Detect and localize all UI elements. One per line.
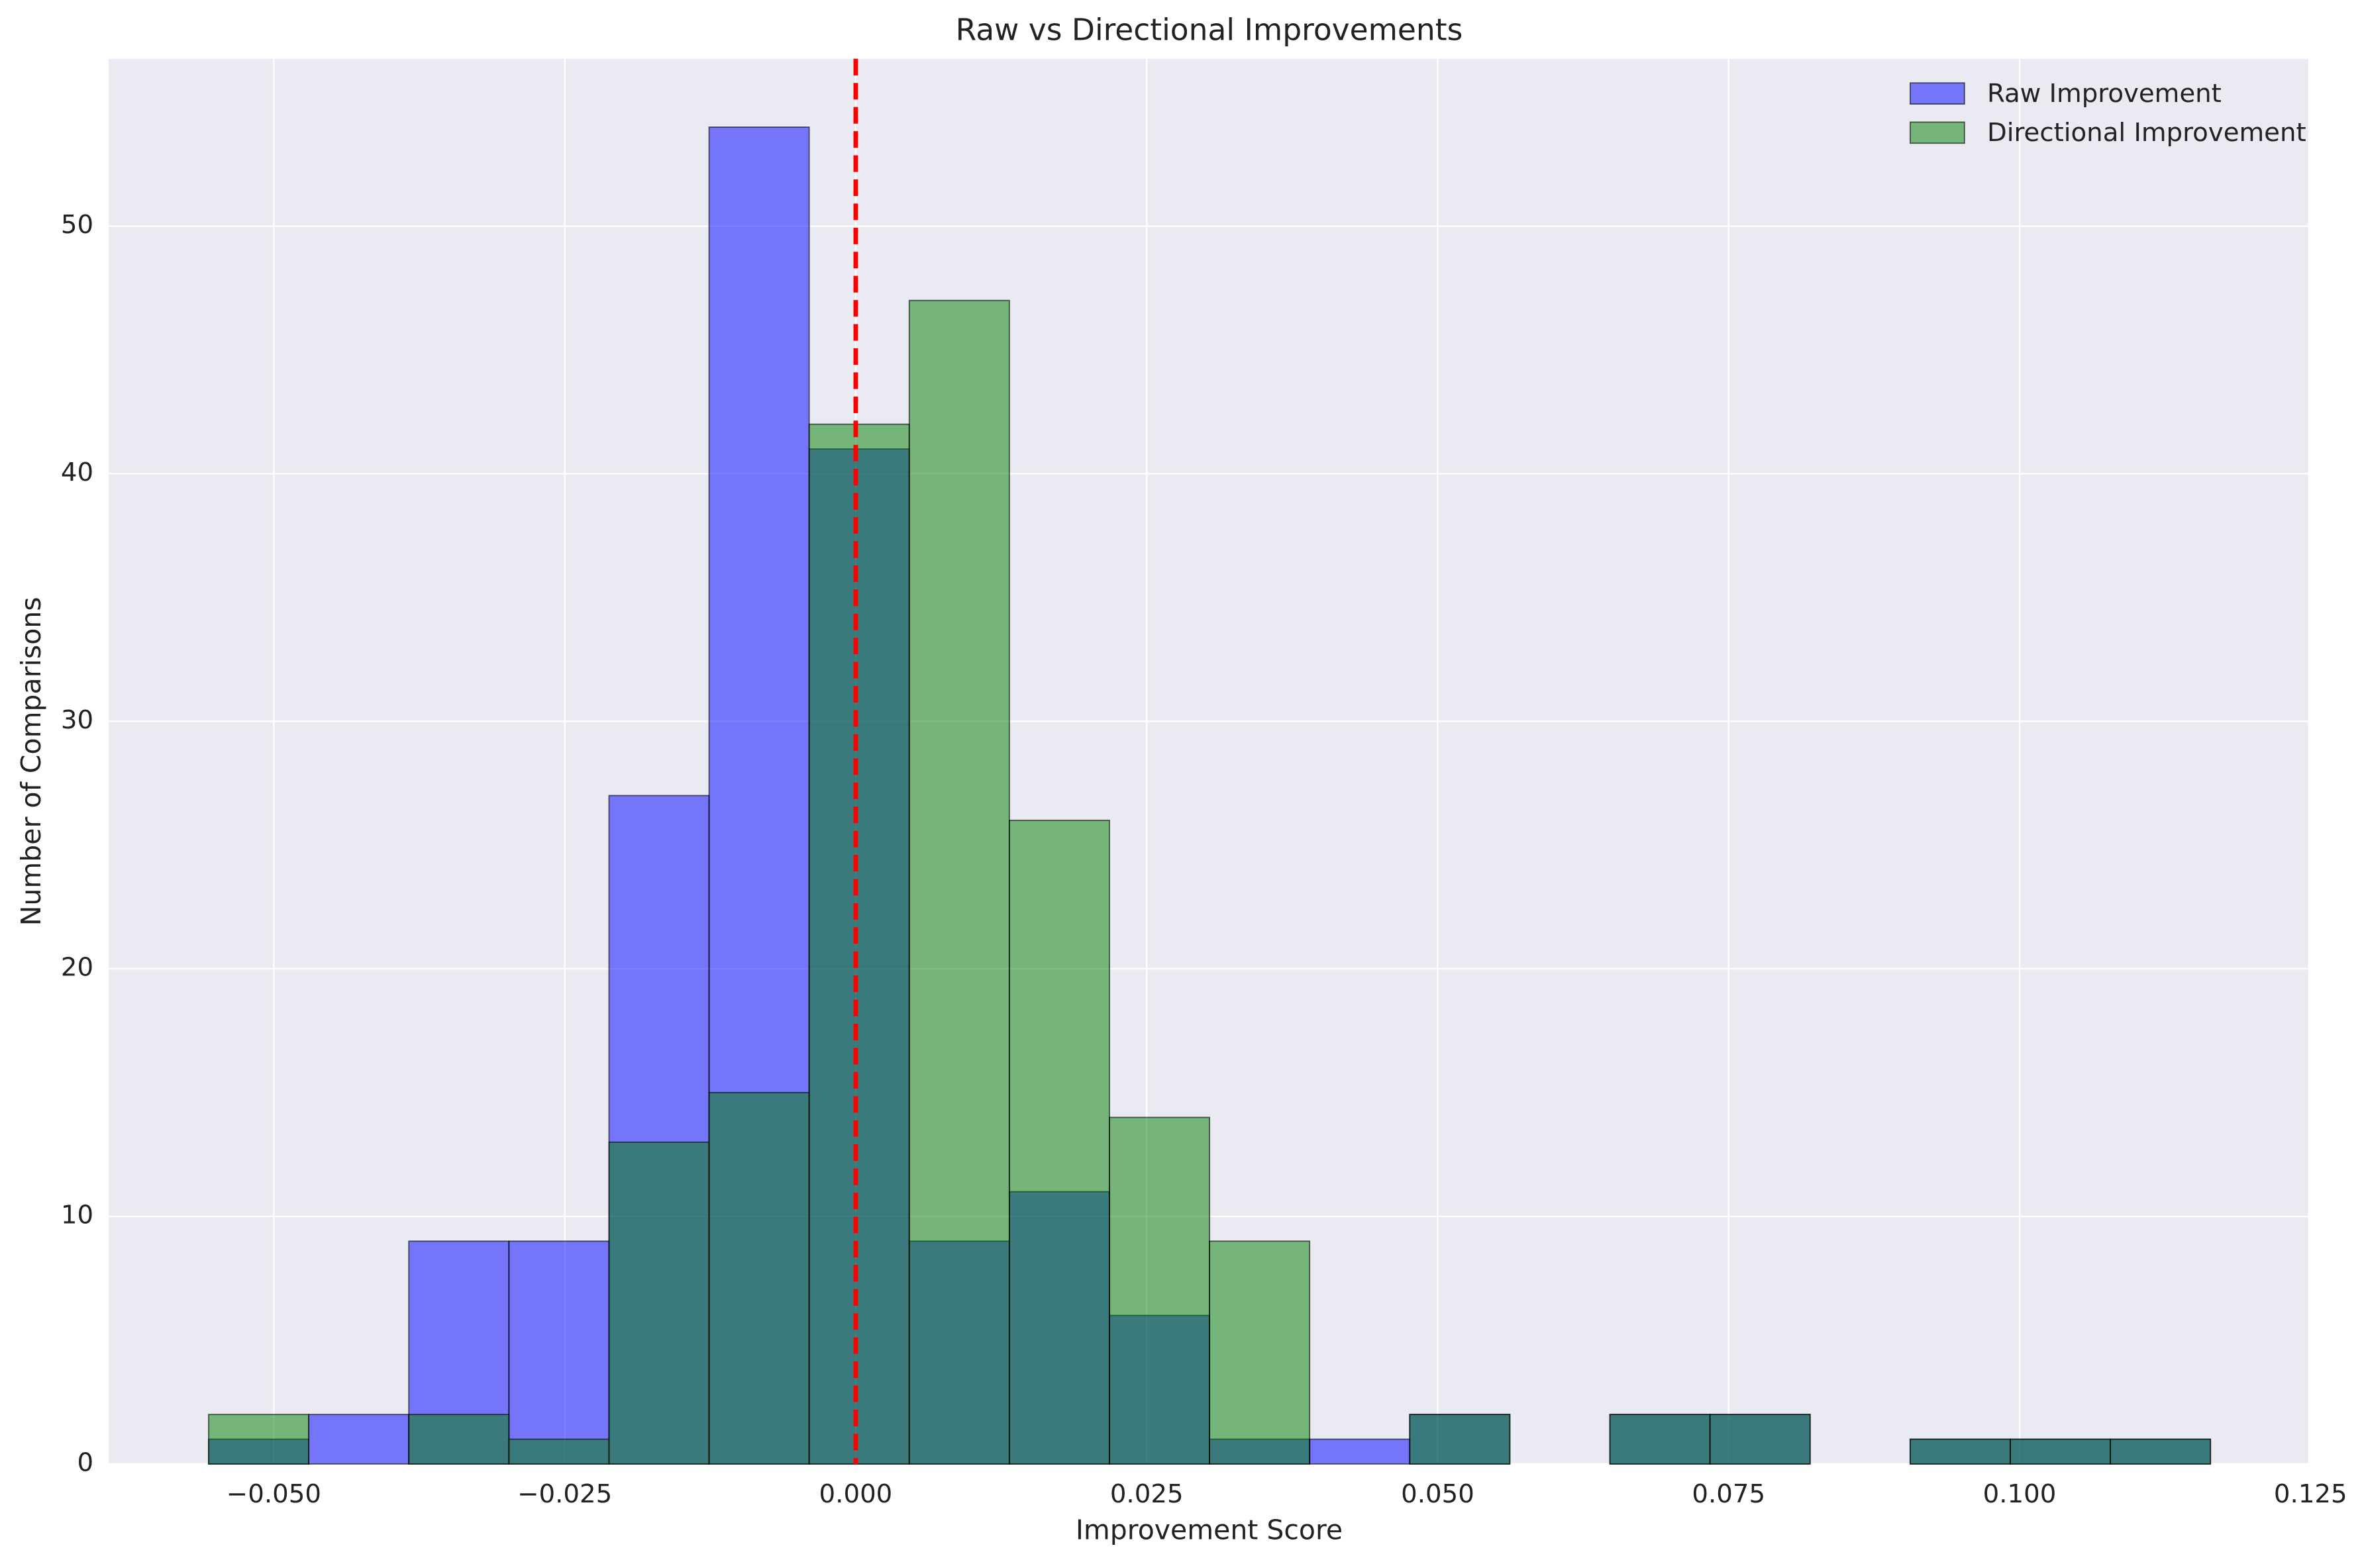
histogram-bar xyxy=(1109,1116,1211,1465)
histogram-bar xyxy=(1609,1414,1711,1465)
legend-swatch xyxy=(1909,121,1965,144)
histogram-bar xyxy=(1008,819,1110,1465)
y-tick-label: 20 xyxy=(61,953,93,983)
histogram-bar xyxy=(408,1414,510,1465)
x-tick-label: 0.025 xyxy=(1110,1479,1184,1509)
y-tick-label: 50 xyxy=(61,210,93,240)
x-tick-label: 0.100 xyxy=(1983,1479,2057,1509)
x-tick-label: −0.050 xyxy=(227,1479,321,1509)
histogram-bar xyxy=(2110,1438,2212,1465)
legend-label: Directional Improvement xyxy=(1987,118,2306,148)
histogram-bar xyxy=(708,1092,810,1465)
y-tick-label: 0 xyxy=(77,1447,94,1477)
histogram-bar xyxy=(608,1141,710,1465)
histogram-bar xyxy=(808,423,910,1465)
x-tick-label: 0.125 xyxy=(2274,1479,2347,1509)
y-tick-label: 10 xyxy=(61,1200,93,1230)
histogram-bar xyxy=(508,1240,610,1465)
histogram-bar xyxy=(308,1414,410,1465)
histogram-bar xyxy=(208,1414,310,1465)
histogram-bar xyxy=(2010,1438,2111,1465)
x-tick-label: 0.050 xyxy=(1401,1479,1474,1509)
histogram-bar xyxy=(1709,1414,1811,1465)
x-tick-label: 0.075 xyxy=(1692,1479,1765,1509)
histogram-bar xyxy=(908,299,1010,1465)
histogram-bar xyxy=(1209,1240,1311,1465)
x-tick-label: 0.000 xyxy=(819,1479,893,1509)
legend-label: Raw Improvement xyxy=(1987,79,2222,109)
histogram-bar xyxy=(1909,1438,2011,1465)
y-axis-label: Number of Comparisons xyxy=(15,597,47,926)
x-tick-label: −0.025 xyxy=(517,1479,612,1509)
y-tick-label: 30 xyxy=(61,705,93,735)
x-axis-label: Improvement Score xyxy=(1076,1514,1343,1545)
y-tick-label: 40 xyxy=(61,458,93,487)
legend-swatch xyxy=(1909,82,1965,105)
histogram-bar xyxy=(508,1438,610,1465)
histogram-bar xyxy=(1409,1414,1511,1465)
chart-title: Raw vs Directional Improvements xyxy=(956,12,1463,47)
histogram-bar xyxy=(1309,1438,1411,1465)
